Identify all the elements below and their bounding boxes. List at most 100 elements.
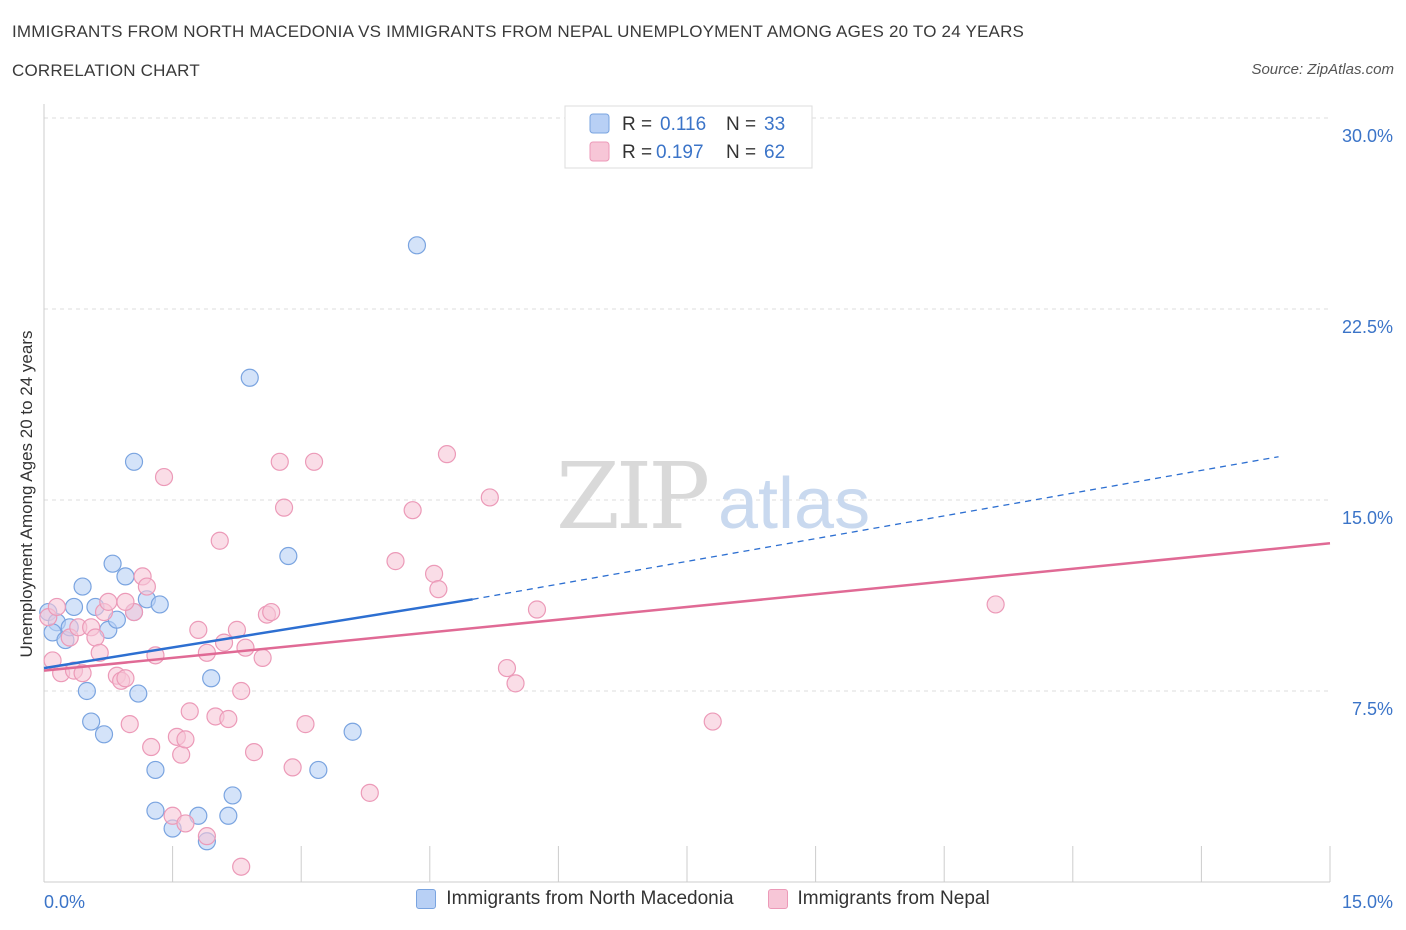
point-blue-19 [146,760,165,780]
point-blue-25 [223,786,242,805]
trend-line-blue [43,598,473,670]
legend-n-label-blue: N = [726,114,756,135]
point-pink-37 [253,648,272,667]
legend-r-value-blue: 0.116 [660,114,706,135]
point-pink-46 [386,552,405,571]
point-blue-27 [240,368,259,387]
point-pink-54 [527,600,547,619]
point-blue-14 [124,452,144,471]
legend-label-north-macedonia: Immigrants from North Macedonia [446,888,734,909]
point-blue-20 [146,801,165,820]
point-pink-10 [90,643,109,662]
chart-title: IMMIGRANTS FROM NORTH MACEDONIA VS IMMIG… [12,22,1025,41]
source-label: Source: ZipAtlas.com [1251,61,1394,78]
point-pink-39 [262,602,281,622]
point-pink-12 [99,592,118,611]
point-pink-48 [424,564,444,583]
trend-line-extension-blue [472,456,1279,600]
y-tick-label: 15.0% [1342,508,1393,528]
point-pink-21 [154,467,174,487]
point-blue-28 [279,546,298,566]
watermark-atlas: atlas [718,464,870,544]
point-pink-50 [437,445,457,464]
x-axis-label-left: 0.0% [44,892,85,912]
point-pink-55 [703,712,722,731]
point-blue-18 [94,725,114,744]
point-pink-57 [232,857,251,876]
point-pink-60 [142,737,161,757]
watermark: ZIP atlas [556,443,870,550]
point-pink-51 [480,488,499,507]
y-axis-label: Unemployment Among Ages 20 to 24 years [17,331,36,658]
point-pink-42 [283,758,302,777]
legend-n-value-blue: 33 [764,114,785,135]
point-pink-52 [497,658,517,678]
legend-bottom: Immigrants from North Macedonia Immigran… [0,888,1406,910]
point-blue-4 [64,597,84,617]
y-tick-label: 7.5% [1352,699,1393,719]
legend-item-north-macedonia: Immigrants from North Macedonia [416,888,734,910]
point-pink-44 [304,452,324,471]
point-pink-43 [296,715,315,734]
point-pink-36 [244,743,264,762]
trend-layer [43,456,1331,672]
legend-swatch-nepal [767,889,788,909]
legend-r-label-pink: R = [622,142,652,163]
point-pink-45 [360,783,379,802]
point-pink-30 [210,531,229,550]
y-tick-label: 22.5% [1342,317,1393,337]
points-layer [39,236,1005,876]
point-blue-13 [150,595,169,614]
point-pink-40 [270,452,289,471]
point-blue-5 [73,577,92,596]
point-pink-24 [172,745,191,764]
legend-r-value-pink: 0.197 [656,142,704,163]
grid-layer [44,117,1330,692]
point-pink-47 [403,501,422,520]
legend-swatch-blue [589,113,610,134]
legend-swatch-pink [589,141,610,162]
point-blue-15 [77,681,96,701]
point-pink-9 [86,628,105,647]
point-blue-24 [219,806,238,825]
point-pink-59 [176,814,195,833]
point-pink-58 [197,827,216,846]
chart-subtitle: CORRELATION CHART [12,61,200,80]
legend-item-nepal: Immigrants from Nepal [767,888,990,910]
point-blue-30 [343,722,362,741]
point-blue-31 [407,236,427,255]
point-pink-19 [137,577,156,596]
point-blue-29 [309,760,328,780]
legend-r-label-blue: R = [622,114,652,135]
point-pink-26 [180,702,199,721]
point-pink-31 [214,633,234,652]
point-pink-41 [274,498,294,517]
point-pink-34 [232,681,251,701]
legend-swatch-north-macedonia [416,889,437,909]
x-axis-label-right: 15.0% [1342,892,1393,912]
point-blue-17 [82,712,101,731]
point-blue-10 [116,567,135,586]
point-blue-26 [202,669,221,688]
point-pink-7 [73,664,92,683]
point-pink-53 [506,674,525,693]
legend-n-label-pink: N = [726,142,756,163]
point-pink-35 [236,638,255,657]
point-pink-16 [120,715,139,734]
point-blue-9 [103,554,122,573]
watermark-zip: ZIP [556,443,707,550]
point-pink-32 [219,709,238,729]
point-pink-49 [429,580,448,599]
point-pink-61 [116,592,135,611]
point-pink-2 [47,597,66,617]
legend-n-value-pink: 62 [764,142,785,163]
point-pink-25 [176,730,195,749]
axis-layer: 7.5% 15.0% 22.5% 30.0% [43,104,1393,883]
legend-label-nepal: Immigrants from Nepal [797,888,990,909]
y-tick-label: 30.0% [1342,126,1393,146]
legend-top: R = 0.116 N = 33 R = 0.197 N = 62 [564,105,813,169]
point-pink-15 [116,669,135,688]
point-blue-16 [129,684,148,703]
point-pink-27 [189,620,208,639]
